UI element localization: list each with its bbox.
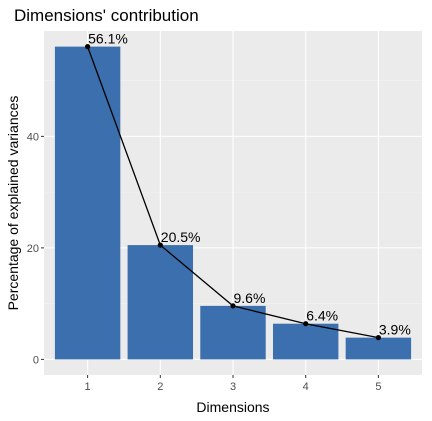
data-label-dim-5: 3.9% [379,322,411,338]
x-tick-label: 2 [157,381,163,393]
bar-dim-3 [200,305,266,360]
data-label-dim-4: 6.4% [306,308,338,324]
data-label-dim-1: 56.1% [88,31,128,47]
y-axis-title: Percentage of explained variances [5,96,21,311]
data-label-dim-2: 20.5% [161,229,201,245]
x-tick-label: 5 [375,381,381,393]
bar-dim-1 [54,46,121,360]
y-tick-label: 20 [27,243,39,255]
point-dim-2 [157,242,163,248]
x-axis-title: Dimensions [196,399,269,415]
point-dim-1 [85,44,91,50]
bars [54,46,412,360]
chart-title: Dimensions' contribution [14,6,199,25]
x-tick-label: 4 [303,381,309,393]
scree-points [85,44,381,341]
point-dim-3 [230,303,236,309]
y-tick-label: 40 [27,131,39,143]
point-dim-4 [303,321,309,327]
y-tick-label: 0 [33,354,39,366]
bar-dim-5 [345,337,412,360]
y-axis: 0 20 40 [27,131,44,366]
point-dim-5 [375,335,381,341]
data-labels: 56.1% 20.5% 9.6% 6.4% 3.9% [88,31,411,338]
x-tick-label: 3 [230,381,236,393]
bar-dim-2 [127,245,194,360]
x-tick-label: 1 [85,381,91,393]
bar-dim-4 [272,323,339,360]
data-label-dim-3: 9.6% [234,290,266,306]
x-axis: 1 2 3 4 5 [85,375,381,393]
